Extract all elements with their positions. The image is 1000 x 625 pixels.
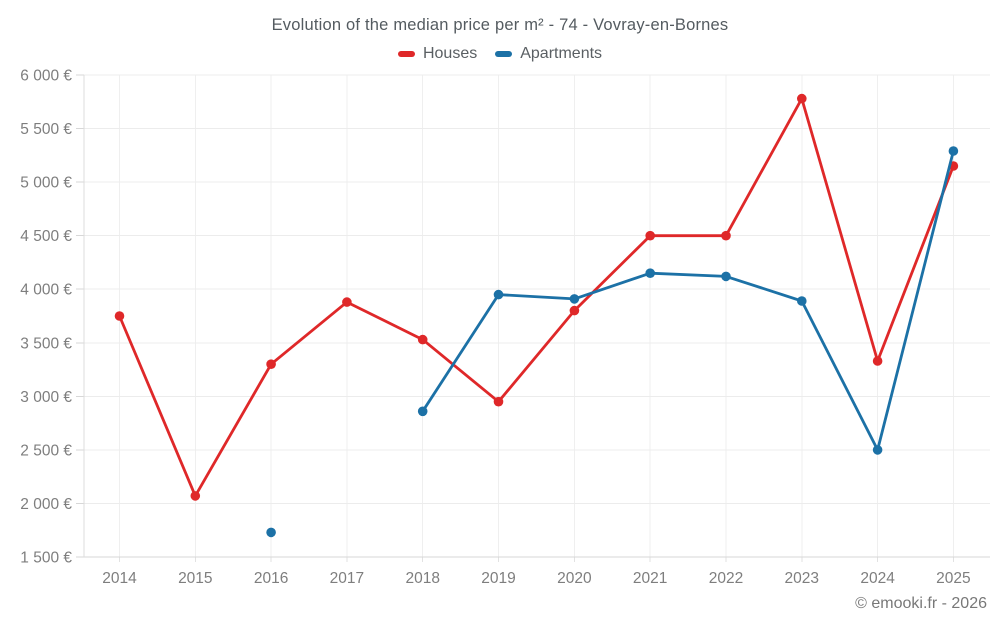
x-axis-label: 2018 xyxy=(405,570,439,587)
point-houses-2016[interactable] xyxy=(266,359,276,370)
x-axis-label: 2016 xyxy=(254,570,288,587)
point-houses-2024[interactable] xyxy=(872,356,883,366)
point-houses-2017[interactable] xyxy=(342,297,352,307)
y-axis-label: 3 500 € xyxy=(20,335,72,352)
legend-label-apartments: Apartments xyxy=(520,45,603,62)
series-line-apartments xyxy=(421,149,955,452)
point-houses-2020[interactable] xyxy=(569,305,580,316)
legend-label-houses: Houses xyxy=(422,45,478,62)
chart-title: Evolution of the median price per m² - 7… xyxy=(271,16,729,34)
x-axis-label: 2017 xyxy=(330,570,364,587)
copyright-credit: © emooki.fr - 2026 xyxy=(855,595,987,612)
y-axis-label: 5 000 € xyxy=(20,175,72,192)
point-houses-2023[interactable] xyxy=(797,93,807,104)
point-apartments-2025[interactable] xyxy=(948,146,959,156)
legend-item-houses[interactable]: Houses xyxy=(397,45,478,63)
point-apartments-2022[interactable] xyxy=(721,271,731,282)
x-axis-label: 2014 xyxy=(102,570,137,587)
legend-item-apartments[interactable]: Apartments xyxy=(495,45,602,63)
y-axis-label: 5 500 € xyxy=(20,121,72,138)
y-axis-label: 1 500 € xyxy=(20,550,72,567)
y-axis-label: 2 500 € xyxy=(20,442,72,459)
x-axis-label: 2020 xyxy=(557,570,592,587)
y-axis-label: 2 000 € xyxy=(20,496,72,513)
point-apartments-2023[interactable] xyxy=(797,296,807,306)
point-apartments-2020[interactable] xyxy=(569,294,580,304)
x-axis-label: 2024 xyxy=(860,570,895,587)
point-houses-2022[interactable] xyxy=(721,230,731,241)
point-apartments-2019[interactable] xyxy=(493,289,504,300)
x-axis-label: 2025 xyxy=(936,570,970,587)
point-apartments-2024[interactable] xyxy=(872,445,883,455)
y-axis-label: 6 000 € xyxy=(20,68,72,85)
point-houses-2019[interactable] xyxy=(493,396,504,407)
y-axis-label: 4 500 € xyxy=(20,228,72,245)
apartments-series-swatch-icon xyxy=(495,51,513,57)
x-axis-label: 2021 xyxy=(633,570,667,587)
chart-legend: Houses Apartments xyxy=(0,45,1000,63)
series-line-houses xyxy=(118,97,955,498)
point-houses-2021[interactable] xyxy=(645,230,655,241)
houses-series-swatch-icon xyxy=(397,51,415,57)
y-axis-label: 3 000 € xyxy=(20,389,72,406)
point-houses-2018[interactable] xyxy=(417,334,428,345)
point-houses-2014[interactable] xyxy=(114,311,125,321)
x-axis-label: 2019 xyxy=(481,570,515,587)
y-axis-label: 4 000 € xyxy=(20,282,72,299)
x-axis-label: 2022 xyxy=(709,570,743,587)
x-axis-label: 2015 xyxy=(178,570,212,587)
x-axis-label: 2023 xyxy=(785,570,819,587)
point-apartments-2021[interactable] xyxy=(645,268,655,279)
point-apartments-2016[interactable] xyxy=(266,527,276,538)
point-apartments-2018[interactable] xyxy=(417,406,428,417)
point-houses-2015[interactable] xyxy=(190,491,201,501)
